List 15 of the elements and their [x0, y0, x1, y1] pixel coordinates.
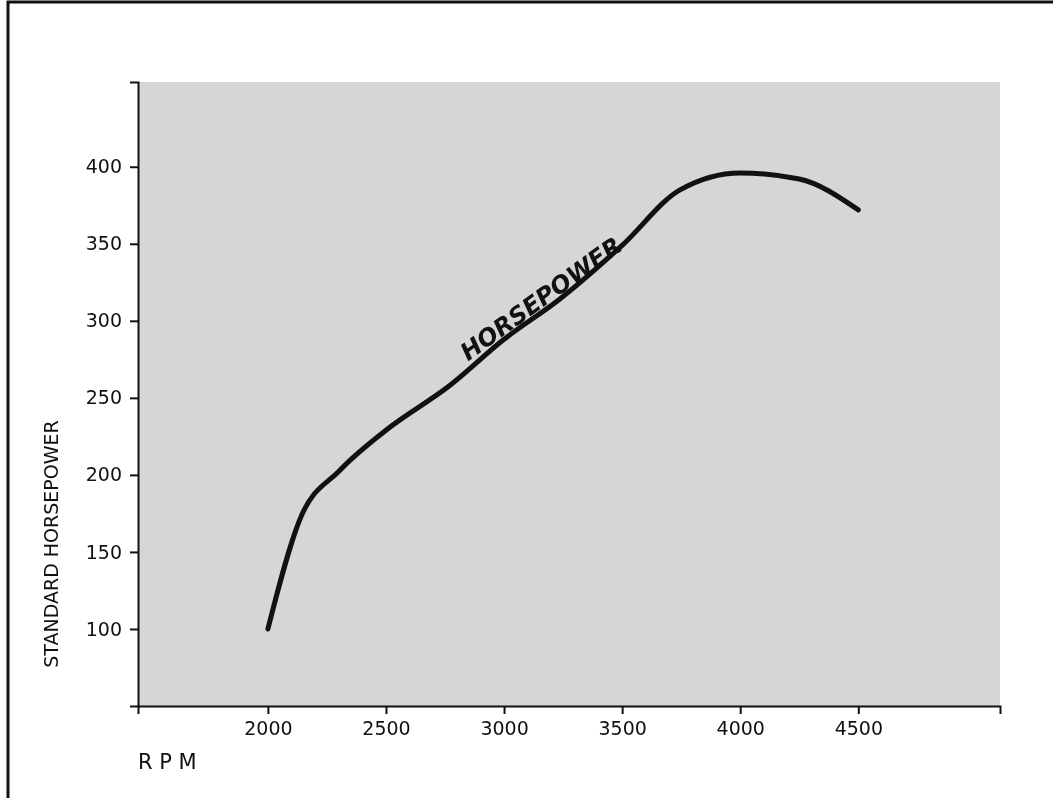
x-tick-label: 4500	[834, 717, 883, 740]
y-tick-label: 200	[85, 463, 122, 486]
y-tick-label: 150	[85, 540, 122, 563]
y-tick-label: 400	[85, 155, 122, 178]
x-axis-title: R P M	[138, 750, 197, 774]
y-tick-label: 250	[85, 386, 122, 409]
y-tick-label: 300	[85, 309, 122, 332]
y-tick-label: 350	[85, 232, 122, 255]
y-axis-title: STANDARD HORSEPOWER	[40, 420, 62, 668]
x-tick-label: 4000	[716, 717, 765, 740]
x-tick-label: 3000	[480, 717, 529, 740]
x-tick-label: 2000	[244, 717, 293, 740]
x-tick-label: 3500	[598, 717, 647, 740]
x-tick-label: 2500	[362, 717, 411, 740]
y-tick-label: 100	[85, 617, 122, 640]
